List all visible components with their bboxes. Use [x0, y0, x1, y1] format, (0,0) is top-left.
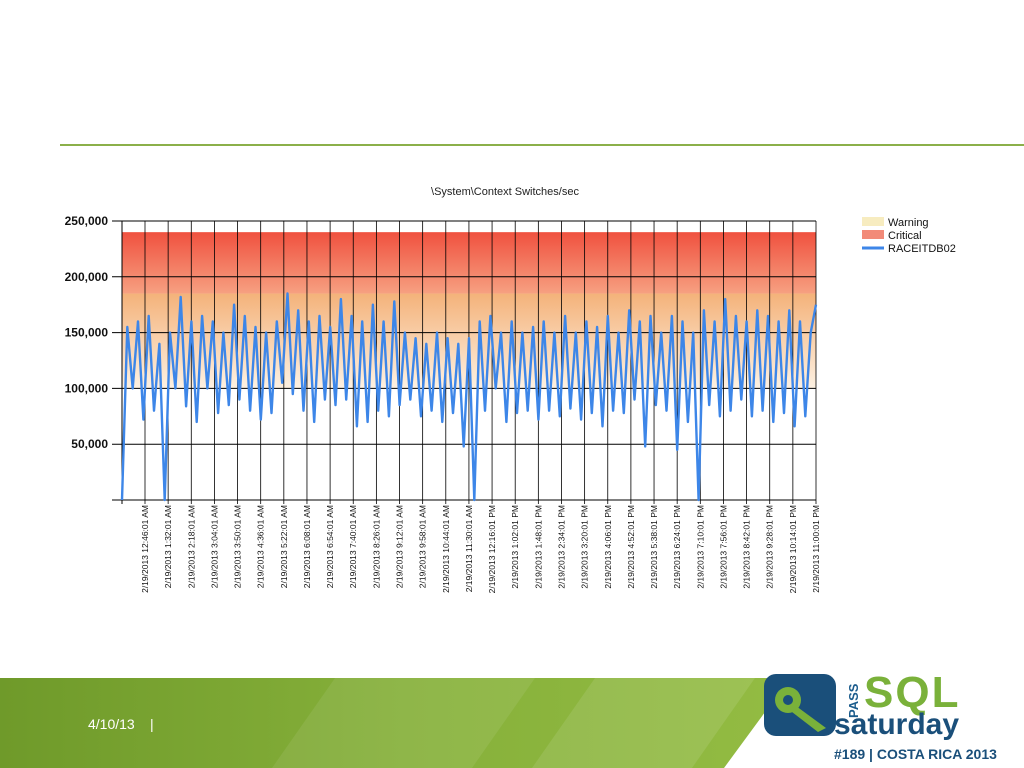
- x-tick-label: 2/19/2013 2:18:01 AM: [186, 505, 196, 588]
- x-tick-label: 2/19/2013 10:44:01 AM: [441, 505, 451, 593]
- legend-label: Warning: [888, 217, 929, 229]
- legend-label: RACEITDB02: [888, 243, 956, 255]
- x-tick-label: 2/19/2013 12:16:01 PM: [487, 505, 497, 593]
- x-tick-label: 2/19/2013 7:40:01 AM: [348, 505, 358, 588]
- x-tick-label: 2/19/2013 8:42:01 PM: [742, 505, 752, 589]
- x-tick-label: 2/19/2013 4:52:01 PM: [626, 505, 636, 589]
- x-tick-label: 2/19/2013 12:46:01 AM: [140, 505, 150, 593]
- chart-title: \System\Context Switches/sec: [431, 186, 579, 198]
- x-tick-label: 2/19/2013 3:50:01 AM: [233, 505, 243, 588]
- logo-saturday-text: saturday: [834, 708, 960, 741]
- y-tick-label: 200,000: [65, 270, 109, 284]
- y-tick-label: 50,000: [71, 437, 108, 451]
- x-tick-label: 2/19/2013 9:58:01 AM: [418, 505, 428, 588]
- context-switches-chart: \System\Context Switches/sec 50,000 100,0…: [65, 186, 956, 593]
- x-tick-label: 2/19/2013 7:56:01 PM: [718, 505, 728, 589]
- legend-swatch-critical: [862, 230, 884, 239]
- footer-band-container: [0, 678, 1024, 768]
- x-tick-label: 2/19/2013 10:14:01 PM: [788, 505, 798, 593]
- x-tick-label: 2/19/2013 6:08:01 AM: [302, 505, 312, 588]
- y-tick-label: 150,000: [65, 326, 109, 340]
- footer-date: 4/10/13: [88, 716, 135, 732]
- legend-label: Critical: [888, 230, 922, 242]
- sqlsaturday-logo: PASS SQL saturday #189 | COSTA RICA 2013: [764, 668, 1014, 768]
- x-tick-label: 2/19/2013 1:48:01 PM: [533, 505, 543, 589]
- x-tick-label: 2/19/2013 3:04:01 AM: [209, 505, 219, 588]
- x-tick-label: 2/19/2013 6:54:01 AM: [325, 505, 335, 588]
- series-line-raceitdb02: [120, 292, 818, 502]
- legend-swatch-warning: [862, 217, 884, 226]
- logo-event-text: #189 | COSTA RICA 2013: [834, 746, 997, 762]
- x-tick-label: 2/19/2013 1:02:01 PM: [510, 505, 520, 589]
- x-tick-label: 2/19/2013 9:28:01 PM: [765, 505, 775, 589]
- x-tick-label: 2/19/2013 9:12:01 AM: [395, 505, 405, 588]
- x-tick-label: 2/19/2013 8:26:01 AM: [371, 505, 381, 588]
- footer-separator: |: [150, 716, 154, 732]
- y-tick-label: 250,000: [65, 214, 109, 228]
- y-tick-label: 100,000: [65, 381, 109, 395]
- x-tick-label: 2/19/2013 5:38:01 PM: [649, 505, 659, 589]
- logo-sql-text: SQL: [864, 668, 961, 717]
- x-tick-label: 2/19/2013 5:22:01 AM: [279, 505, 289, 588]
- x-tick-label: 2/19/2013 6:24:01 PM: [672, 505, 682, 589]
- key-emblem-icon: [764, 674, 836, 736]
- header-rule: [60, 144, 1024, 146]
- x-tick-label: 2/19/2013 2:34:01 PM: [556, 505, 566, 589]
- x-tick-label: 2/19/2013 11:00:01 PM: [811, 505, 821, 593]
- x-tick-label: 2/19/2013 7:10:01 PM: [695, 505, 705, 589]
- x-tick-label: 2/19/2013 4:06:01 PM: [603, 505, 613, 589]
- x-tick-label: 2/19/2013 3:20:01 PM: [580, 505, 590, 589]
- x-tick-label: 2/19/2013 4:36:01 AM: [256, 505, 266, 588]
- x-tick-label: 2/19/2013 1:32:01 AM: [163, 505, 173, 588]
- x-tick-label: 2/19/2013 11:30:01 AM: [464, 505, 474, 592]
